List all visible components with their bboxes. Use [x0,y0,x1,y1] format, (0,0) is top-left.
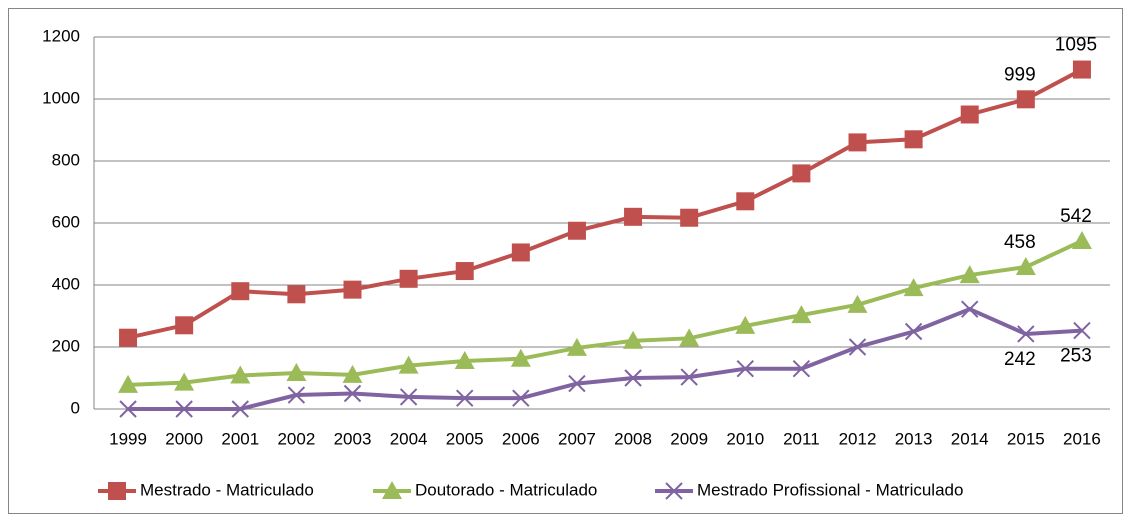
x-tick-label: 2014 [951,429,989,448]
data-label: 1095 [1055,35,1097,56]
x-tick-label: 2001 [221,429,259,448]
marker [399,388,418,406]
marker [1071,230,1092,249]
legend-item: Mestrado Profissional - Matriculado [655,480,963,500]
y-tick-label: 1000 [42,88,80,107]
series-line [127,67,1083,340]
marker [230,365,251,384]
x-tick-label: 2002 [277,429,315,448]
marker [568,374,586,393]
series-line [127,239,1083,387]
data-label: 999 [1004,64,1036,85]
legend-item: Mestrado - Matriculado [98,480,314,500]
marker [792,164,811,183]
marker [848,338,867,356]
marker [847,294,868,313]
marker [736,359,754,378]
data-label: 458 [1004,232,1036,253]
y-tick-label: 600 [52,212,80,231]
marker [679,328,700,347]
legend-label: Doutorado - Matriculado [415,480,597,499]
marker [343,280,362,299]
x-tick-label: 2006 [502,429,540,448]
x-tick-label: 2013 [895,429,933,448]
marker [680,208,699,227]
marker [665,482,683,500]
x-tick-label: 2005 [446,429,484,448]
marker [108,482,126,500]
marker [960,105,979,124]
marker [174,372,195,391]
marker [287,285,306,304]
marker [510,348,531,367]
marker [286,363,307,382]
marker [382,481,402,499]
marker [566,337,587,356]
data-label: 253 [1060,346,1092,367]
x-tick-label: 2004 [390,429,428,448]
marker [680,368,698,386]
marker [231,282,250,301]
marker [792,359,811,378]
data-label: 542 [1060,206,1092,227]
series-line [128,307,1083,411]
marker [736,192,755,211]
marker [1017,325,1035,343]
y-tick-label: 0 [71,398,80,417]
marker [1073,321,1091,340]
x-tick-label: 2012 [839,429,877,448]
marker [456,389,474,407]
marker [343,384,362,403]
marker [118,374,139,393]
marker [959,265,980,284]
legend-label: Mestrado - Matriculado [140,480,314,499]
legend-label: Mestrado Profissional - Matriculado [697,480,963,499]
y-tick-label: 800 [52,150,80,169]
x-tick-label: 2003 [334,429,372,448]
marker [175,400,193,418]
marker [624,369,642,387]
marker [1072,60,1091,79]
y-tick-label: 200 [52,336,80,355]
x-tick-label: 2000 [165,429,203,448]
data-label: 242 [1004,349,1036,370]
x-tick-label: 2010 [726,429,764,448]
marker [175,316,194,335]
x-tick-label: 2009 [670,429,708,448]
x-tick-label: 2008 [614,429,652,448]
x-tick-label: 2007 [558,429,596,448]
x-tick-label: 2015 [1007,429,1045,448]
x-tick-label: 2016 [1063,429,1101,448]
marker [903,278,924,297]
marker [961,300,979,318]
marker [848,133,867,152]
x-tick-label: 1999 [109,429,147,448]
marker [735,315,756,334]
marker [1016,90,1035,109]
marker [904,130,923,149]
marker [287,386,306,404]
marker [904,322,923,341]
marker [512,389,530,407]
marker [119,328,138,347]
marker [624,207,643,226]
marker [1015,257,1036,276]
marker [231,400,249,418]
marker [623,330,644,349]
y-tick-label: 400 [52,274,80,293]
y-tick-label: 1200 [42,26,80,45]
marker [567,221,586,240]
marker [511,243,530,262]
marker [342,364,363,383]
chart-frame [8,8,1123,514]
marker [455,262,474,281]
legend-item: Doutorado - Matriculado [373,480,597,499]
marker [398,355,419,374]
x-tick-label: 2011 [783,429,820,448]
marker [791,305,812,324]
marker [454,350,475,369]
marker [399,269,418,288]
marker [119,400,137,418]
